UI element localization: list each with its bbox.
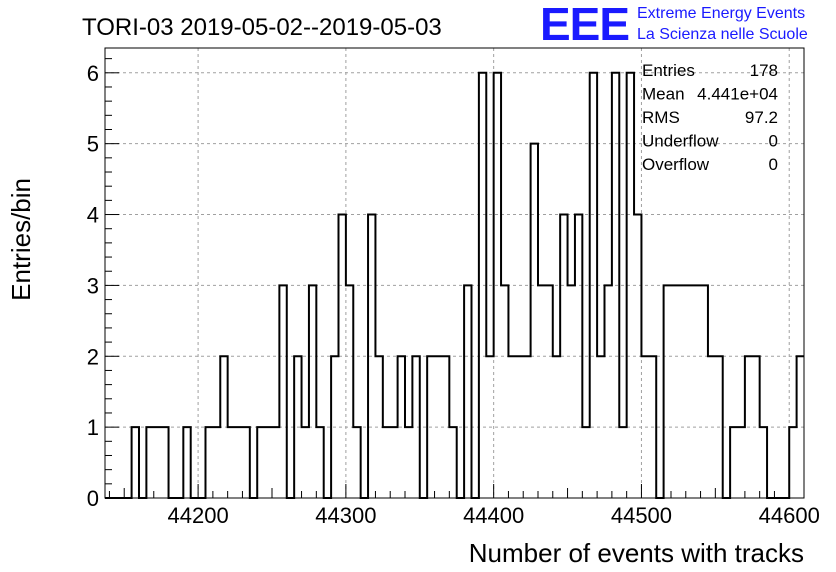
stats-label: Underflow	[642, 132, 719, 151]
x-tick-label: 44500	[611, 503, 672, 528]
logo-line1: Extreme Energy Events	[637, 5, 805, 22]
logo-line2: La Scienza nelle Scuole	[637, 26, 808, 43]
stats-label: Mean	[642, 85, 685, 104]
grid-lines	[105, 48, 804, 498]
plot-frame	[104, 47, 805, 499]
y-tick-label: 2	[87, 344, 99, 369]
logo-mark: EEE	[540, 0, 629, 50]
y-tick-label: 6	[87, 61, 99, 86]
y-tick-label: 4	[87, 203, 99, 228]
stats-value: 4.441e+04	[697, 85, 778, 104]
x-tick-label: 44300	[315, 503, 376, 528]
axis-ticks: 44200 44300 44400 44500 44600 0 1 2 3 4 5 6	[87, 58, 820, 528]
chart-title: TORI-03 2019-05-02--2019-05-03	[82, 14, 442, 41]
stats-box: Entries 178 Mean 4.441e+04 RMS 97.2 Underflow 0…	[642, 61, 778, 174]
stats-label: RMS	[642, 108, 680, 127]
x-tick-label: 44400	[463, 503, 524, 528]
y-tick-label: 1	[87, 415, 99, 440]
stats-label: Overflow	[642, 155, 710, 174]
stats-value: 97.2	[745, 108, 778, 127]
stats-value: 0	[769, 155, 778, 174]
logo: EEE Extreme Energy Events La Scienza nel…	[540, 0, 808, 50]
y-tick-label: 0	[87, 486, 99, 511]
x-tick-label: 44600	[759, 503, 820, 528]
histogram-line	[105, 71, 804, 499]
x-axis-label: Number of events with tracks	[469, 538, 804, 568]
stats-value: 178	[750, 61, 778, 80]
stats-label: Entries	[642, 61, 695, 80]
x-tick-label: 44200	[168, 503, 229, 528]
y-tick-label: 3	[87, 273, 99, 298]
stats-value: 0	[769, 132, 778, 151]
y-tick-label: 5	[87, 132, 99, 157]
y-axis-label: Entries/bin	[6, 178, 36, 301]
